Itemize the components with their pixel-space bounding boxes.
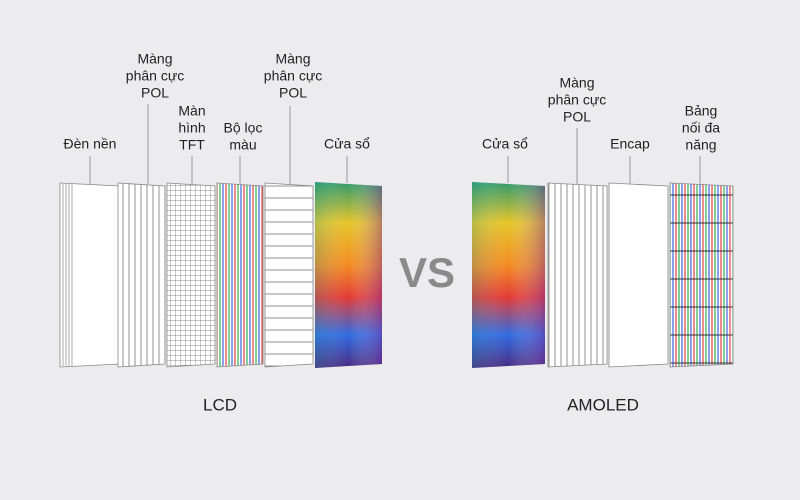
layer-label: nối đa	[682, 120, 720, 136]
layer-label: Cửa sổ	[482, 136, 528, 152]
polarizer-panel	[547, 182, 608, 368]
layer-label: Cửa sổ	[324, 136, 370, 152]
layer-label: phân cực	[264, 68, 322, 84]
lcd-stack	[59, 182, 382, 368]
layer-label: phân cực	[548, 92, 606, 108]
layer-label: phân cực	[126, 68, 184, 84]
leader-lines	[89, 104, 701, 184]
color-filter-panel	[216, 182, 264, 368]
layer-label: POL	[141, 85, 169, 101]
vs-label: VS	[399, 249, 455, 296]
layer-label: Bộ lọc	[224, 120, 263, 136]
layer-label: TFT	[179, 137, 205, 153]
layer-label: Encap	[610, 136, 650, 152]
layer-label: POL	[563, 109, 591, 125]
layer-label: Màn	[178, 103, 205, 119]
tft-panel	[166, 182, 216, 368]
layer-label: hình	[178, 120, 205, 136]
layer-label: Đèn nền	[64, 136, 117, 152]
amoled-title: AMOLED	[567, 395, 639, 414]
layer-label: POL	[279, 85, 307, 101]
layer-label: năng	[685, 137, 716, 153]
layer-label: Màng	[137, 51, 172, 67]
layer-label: Bảng	[685, 103, 718, 119]
layer-label: màu	[229, 137, 256, 153]
amoled-stack	[472, 182, 734, 368]
layer-label: Màng	[559, 75, 594, 91]
lcd-title: LCD	[203, 395, 237, 414]
encap-panel	[608, 182, 669, 368]
polarizer-panel	[117, 182, 166, 368]
backplane-panel	[669, 182, 734, 368]
polarizer-panel	[264, 182, 314, 368]
layer-label: Màng	[275, 51, 310, 67]
